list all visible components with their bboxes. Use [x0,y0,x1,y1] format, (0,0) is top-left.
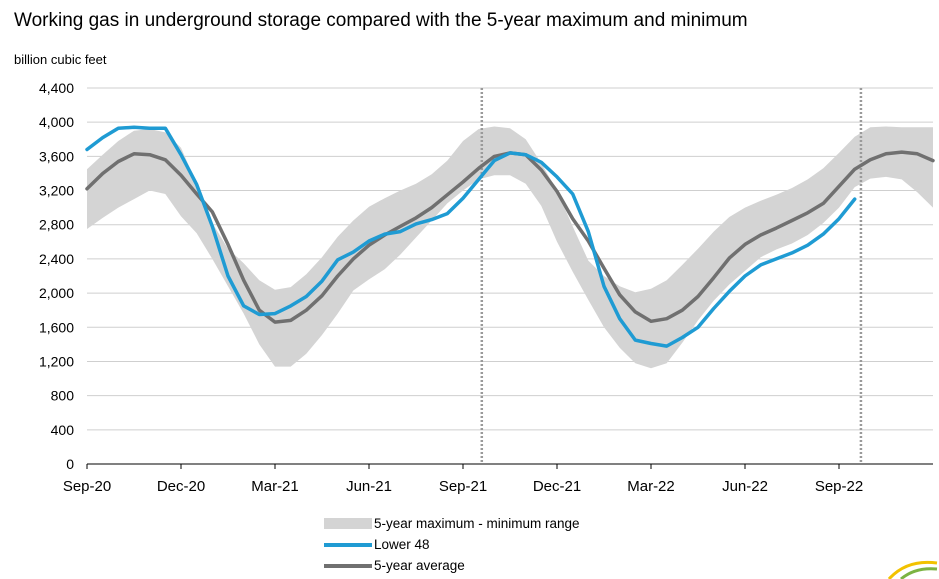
x-tick-label: Dec-20 [157,478,205,495]
legend-label-average: 5-year average [374,558,465,573]
y-tick-label: 1,600 [39,319,74,335]
y-tick-label: 3,600 [39,148,74,164]
range-band [87,126,933,369]
legend: 5-year maximum - minimum range Lower 48 … [324,513,580,576]
y-tick-label: 4,000 [39,114,74,130]
x-tick-label: Sep-22 [815,478,863,495]
x-tick-label: Jun-21 [346,478,392,495]
legend-swatch-range [324,518,372,529]
x-tick-label: Sep-20 [63,478,111,495]
y-tick-label: 0 [66,456,74,472]
y-tick-label: 3,200 [39,183,74,199]
legend-label-range: 5-year maximum - minimum range [374,516,580,531]
y-axis-label: billion cubic feet [14,52,107,67]
axes [86,463,933,469]
y-tick-label: 1,200 [39,353,74,369]
x-tick-label: Mar-21 [251,478,299,495]
series-lines [85,125,935,348]
legend-label-lower48: Lower 48 [374,537,430,552]
x-tick-label: Dec-21 [533,478,581,495]
range-band-layer [87,126,933,369]
legend-item-lower48: Lower 48 [324,534,580,555]
legend-item-average: 5-year average [324,555,580,576]
legend-swatch-average [324,563,372,568]
lower48-line [85,125,857,348]
eia-logo-icon [887,560,938,579]
y-tick-label: 4,400 [39,80,74,96]
vertical-markers [480,88,863,464]
x-tick-label: Sep-21 [439,478,487,495]
x-tick-label: Jun-22 [722,478,768,495]
y-tick-label: 2,400 [39,251,74,267]
tick-labels: 0 400 800 1,200 1,600 2,000 2,400 2,800 3,200 3,6… [39,80,863,495]
y-tick-label: 400 [51,422,75,438]
chart-title: Working gas in underground storage compa… [14,10,748,31]
x-tick-label: Mar-22 [627,478,675,495]
y-tick-label: 2,800 [39,217,74,233]
legend-item-range: 5-year maximum - minimum range [324,513,580,534]
y-tick-label: 2,000 [39,285,74,301]
y-tick-label: 800 [51,388,75,404]
legend-swatch-lower48 [324,542,372,547]
